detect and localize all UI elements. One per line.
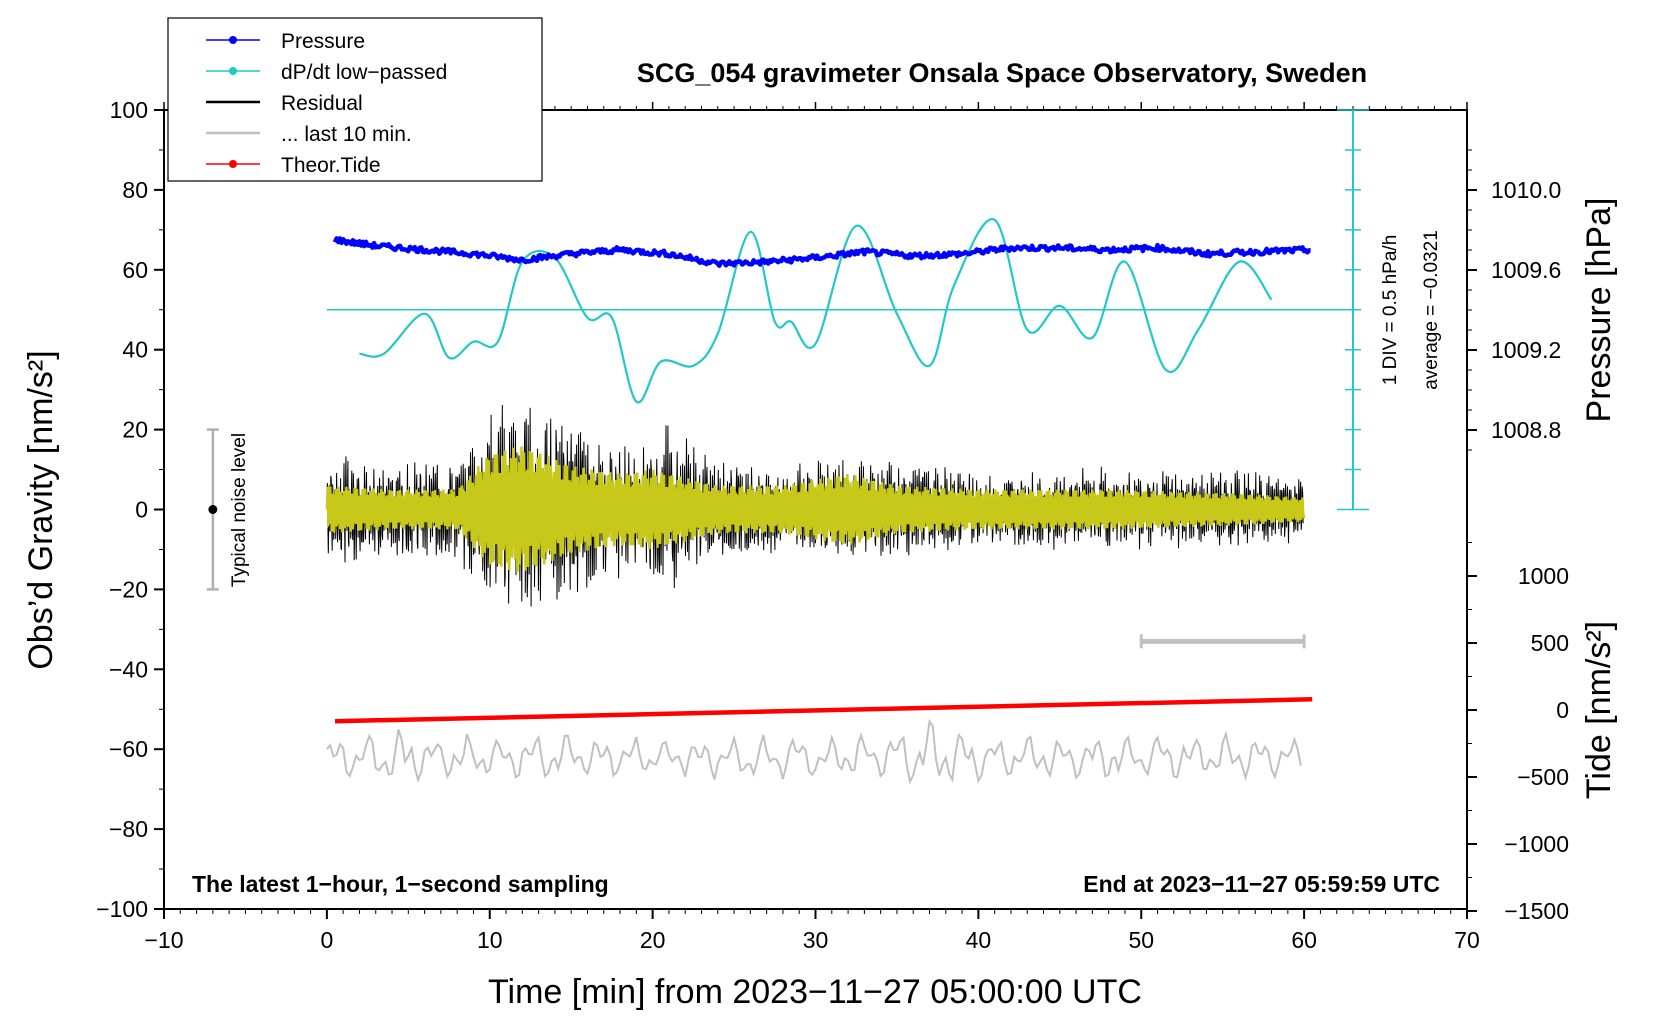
x-axis: −10 0 10 20 30 40 50 60 70 bbox=[144, 102, 1480, 953]
y-axis-left: −100 −80 −60 −40 −20 0 20 40 60 80 100 bbox=[96, 97, 164, 922]
y-tick-label: −40 bbox=[109, 656, 148, 682]
y-tick-label: −20 bbox=[109, 576, 148, 602]
legend-label: Pressure bbox=[281, 30, 365, 53]
tide-tick-label: −1000 bbox=[1504, 831, 1569, 857]
annotation-layer bbox=[206, 109, 1369, 649]
pressure-axis-title: Pressure [hPa] bbox=[1580, 198, 1618, 423]
series-theoretical-tide bbox=[334, 697, 1313, 724]
y-axis-tide: 1000 500 0 −500 −1000 −1500 bbox=[1467, 542, 1569, 924]
tide-axis-title: Tide [nm/s²] bbox=[1580, 621, 1618, 799]
x-tick-label: 50 bbox=[1128, 927, 1154, 953]
x-tick-label: 40 bbox=[966, 927, 992, 953]
y-axis-left-title: Obs’d Gravity [nm/s²] bbox=[22, 350, 60, 669]
y-tick-label: 0 bbox=[135, 497, 148, 523]
pressure-tick-label: 1008.8 bbox=[1491, 417, 1561, 443]
average-label: average = −0.0321 bbox=[1421, 230, 1442, 390]
chart-title: SCG_054 gravimeter Onsala Space Observat… bbox=[637, 58, 1367, 88]
y-tick-label: −80 bbox=[109, 816, 148, 842]
y-tick-label: 100 bbox=[110, 97, 148, 123]
series-last-10-min bbox=[326, 718, 1302, 785]
div-scale-label: 1 DIV = 0.5 hPa/h bbox=[1380, 235, 1401, 386]
x-tick-label: 0 bbox=[320, 927, 333, 953]
x-axis-title: Time [min] from 2023−11−27 05:00:00 UTC bbox=[488, 973, 1142, 1011]
legend-marker bbox=[229, 36, 237, 44]
noise-center-dot bbox=[208, 505, 218, 514]
x-tick-label: 30 bbox=[803, 927, 829, 953]
y-tick-label: 40 bbox=[122, 337, 148, 363]
y-tick-label: −100 bbox=[96, 896, 148, 922]
annotation-end-time: End at 2023−11−27 05:59:59 UTC bbox=[1083, 871, 1440, 897]
x-tick-label: −10 bbox=[144, 927, 183, 953]
tide-tick-label: 1000 bbox=[1518, 563, 1569, 589]
x-tick-label: 60 bbox=[1291, 927, 1317, 953]
legend-box bbox=[167, 17, 543, 182]
legend-marker bbox=[229, 160, 237, 168]
y-tick-label: 20 bbox=[122, 417, 148, 443]
series-pressure bbox=[332, 236, 1312, 268]
noise-level-label: Typical noise level bbox=[229, 433, 250, 587]
pressure-tick-label: 1009.2 bbox=[1491, 337, 1561, 363]
legend-label: Residual bbox=[281, 92, 363, 115]
pressure-tick-label: 1009.6 bbox=[1491, 257, 1561, 283]
series-residual-filtered bbox=[325, 446, 1306, 573]
y-tick-label: −60 bbox=[109, 736, 148, 762]
legend: Pressure dP/dt low−passed Residual ... last… bbox=[167, 17, 543, 182]
pressure-tick-label: 1010.0 bbox=[1491, 177, 1561, 203]
tide-tick-label: −500 bbox=[1517, 764, 1569, 790]
x-tick-label: 10 bbox=[477, 927, 503, 953]
tide-tick-label: −1500 bbox=[1504, 898, 1569, 924]
x-tick-label: 70 bbox=[1454, 927, 1480, 953]
y-tick-label: 60 bbox=[122, 257, 148, 283]
legend-label: Theor.Tide bbox=[281, 154, 381, 177]
y-axis-pressure: 1010.0 1009.6 1009.2 1008.8 bbox=[1467, 149, 1561, 451]
series-dpdt-low-passed bbox=[359, 218, 1273, 404]
tide-tick-label: 0 bbox=[1556, 697, 1569, 723]
annotation-sampling: The latest 1−hour, 1−second sampling bbox=[192, 871, 609, 897]
x-tick-label: 20 bbox=[640, 927, 666, 953]
legend-marker bbox=[229, 67, 237, 75]
legend-label: ... last 10 min. bbox=[281, 123, 412, 146]
y-tick-label: 80 bbox=[122, 177, 148, 203]
series-layer bbox=[325, 218, 1362, 785]
legend-label: dP/dt low−passed bbox=[281, 61, 447, 84]
tide-tick-label: 500 bbox=[1531, 630, 1569, 656]
